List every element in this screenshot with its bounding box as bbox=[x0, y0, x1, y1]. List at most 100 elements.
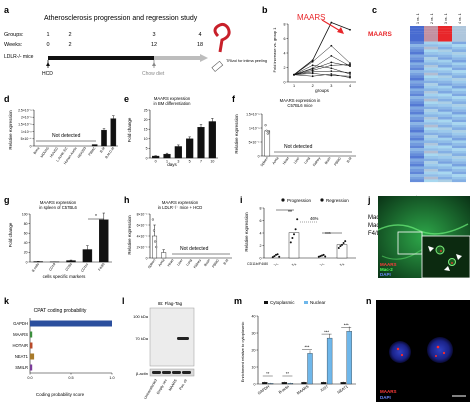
heatmap-cell bbox=[438, 62, 452, 66]
panel-h-title-2: in LDLR⁻/⁻ mice + HCD bbox=[158, 205, 203, 210]
x-tick-label: GAPDH bbox=[257, 384, 271, 395]
heatmap-cell bbox=[424, 114, 438, 118]
y-tick-label: 2.5×10⁻³ bbox=[18, 108, 32, 112]
data-point bbox=[324, 255, 327, 258]
data-point bbox=[339, 245, 342, 248]
heatmap-cell bbox=[410, 72, 424, 76]
y-tick-label: 0 bbox=[26, 260, 28, 264]
panel-n: n MAARS DAPI bbox=[366, 296, 470, 402]
bar bbox=[30, 331, 33, 338]
panel-h-ylabel: Relative expression bbox=[127, 215, 132, 255]
inset-arrow-icon-1 bbox=[428, 246, 434, 252]
bar bbox=[161, 252, 167, 259]
x-tick-label: PBMC bbox=[88, 146, 97, 157]
panel-l: l IB: Flag-Tag 100 kDa 70 kDa β-actin Un… bbox=[122, 296, 195, 400]
heatmap-cell bbox=[410, 83, 424, 86]
heatmap-cell bbox=[438, 174, 452, 177]
x-tick-label: Heart bbox=[167, 258, 175, 267]
y-tick-label: 5 bbox=[146, 147, 148, 151]
series-point bbox=[330, 61, 333, 64]
heatmap-cell bbox=[452, 83, 466, 86]
bar bbox=[30, 364, 33, 371]
series-point bbox=[349, 71, 351, 74]
heatmap-cell bbox=[410, 179, 424, 183]
heatmap-cell bbox=[424, 150, 438, 154]
y-tick-label: 80 bbox=[24, 222, 28, 226]
series-point bbox=[349, 63, 351, 66]
heatmap-cell bbox=[452, 98, 466, 102]
progression-legend-dot bbox=[281, 198, 285, 202]
x-tick-label: Spleen bbox=[147, 258, 156, 269]
x-tick-label: Lung bbox=[185, 258, 193, 267]
heatmap-cell bbox=[424, 143, 438, 146]
panel-g-label: g bbox=[4, 195, 10, 205]
heatmap-cell bbox=[438, 127, 452, 131]
x-tick-label: NEAT1 bbox=[337, 385, 349, 395]
heatmap-cell bbox=[410, 163, 424, 167]
bar bbox=[346, 331, 352, 385]
heatmap-row-mac3: Mac-3 bbox=[368, 223, 385, 229]
heatmap-cell bbox=[424, 106, 438, 110]
regression-legend-dot bbox=[320, 198, 324, 202]
heatmap-column-label: 3 vs. 1 bbox=[444, 13, 448, 24]
data-point bbox=[296, 218, 299, 221]
heatmap-cell bbox=[410, 145, 424, 149]
week-number: 12 bbox=[151, 42, 157, 48]
panel-l-kda-70: 70 kDa bbox=[135, 336, 148, 341]
bar bbox=[99, 219, 109, 263]
heatmap-cell bbox=[410, 46, 424, 50]
heatmap-column-label: 1 vs. 1 bbox=[416, 13, 420, 24]
group-number: 1 bbox=[46, 32, 49, 38]
x-tick-label: Kidney bbox=[193, 258, 202, 269]
heatmap-cell bbox=[438, 46, 452, 50]
heatmap-cell bbox=[410, 148, 424, 151]
heatmap-cell bbox=[452, 132, 466, 136]
data-point bbox=[152, 229, 156, 232]
significance-star: ** bbox=[286, 371, 290, 376]
panel-a-group-numbers: 1 2 3 4 bbox=[46, 32, 201, 38]
series-line bbox=[293, 45, 351, 75]
series-point bbox=[311, 75, 314, 78]
heatmap-cell bbox=[424, 101, 438, 105]
significance-star: *** bbox=[324, 329, 329, 334]
heatmap-cell bbox=[424, 163, 438, 167]
heatmap-cell bbox=[452, 41, 466, 45]
heatmap-cell bbox=[410, 127, 424, 131]
y-tick-label: 0 bbox=[260, 256, 262, 260]
panel-i-label: i bbox=[240, 195, 243, 205]
y-tick-label: 0 bbox=[284, 80, 286, 84]
heatmap-cell bbox=[452, 44, 466, 47]
heatmap-cell bbox=[424, 122, 438, 125]
heatmap-cell bbox=[452, 111, 466, 115]
y-tick-label: 1.5×10⁻³ bbox=[246, 112, 260, 116]
panel-k-chart: GAPDH MAARS HOTAIR NEAT1 SMILR 0.0 0.5 1.0 bbox=[12, 318, 115, 380]
heatmap-cell bbox=[424, 70, 438, 73]
cytoplasmic-legend-swatch bbox=[264, 301, 268, 304]
heatmap-cell bbox=[438, 135, 452, 138]
heatmap-cell bbox=[424, 145, 438, 149]
x-tick-label: −/− bbox=[273, 263, 278, 267]
heatmap-cell bbox=[424, 83, 438, 86]
x-tick-label: B.M bbox=[99, 146, 106, 153]
panel-b-lines bbox=[293, 21, 351, 79]
y-tick-label: NEAT1 bbox=[15, 354, 29, 359]
heatmap-cell bbox=[452, 96, 466, 99]
bar bbox=[326, 337, 333, 385]
heatmap-row-f480: F4/80 bbox=[368, 231, 384, 237]
heatmap-cell bbox=[452, 26, 466, 29]
heatmap-cell bbox=[410, 137, 424, 141]
heatmap-cell bbox=[452, 176, 466, 180]
lane-label: Untransfected bbox=[143, 379, 158, 400]
y-tick-label: 0 bbox=[254, 382, 256, 386]
heatmap-cell bbox=[424, 109, 438, 112]
panel-n-legend-dapi: DAPI bbox=[380, 395, 391, 400]
bar bbox=[340, 382, 346, 385]
panel-g-chart: 0 20 40 60 80 100 B cells CD19 CD8a CD11c F4/80 * bbox=[22, 212, 112, 273]
heatmap-cell bbox=[438, 109, 452, 112]
panel-h-not-detected: Not detected bbox=[180, 246, 209, 252]
heatmap-cell bbox=[410, 132, 424, 136]
heatmap-cell bbox=[452, 31, 466, 34]
heatmap-cell bbox=[438, 36, 452, 40]
x-tick-label: HUVEC bbox=[49, 146, 59, 158]
heatmap-cell bbox=[452, 122, 466, 125]
